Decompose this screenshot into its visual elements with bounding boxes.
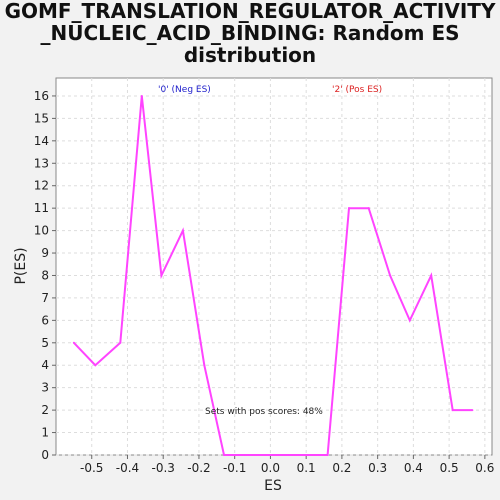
x-axis-title: ES — [264, 478, 282, 494]
data-point — [348, 207, 351, 210]
series-layer — [72, 94, 474, 456]
x-tick-label: 0.3 — [368, 461, 387, 475]
series-line — [73, 95, 473, 456]
plot-area — [55, 77, 493, 456]
data-point — [389, 274, 392, 277]
data-point — [203, 364, 206, 367]
x-tick-label: 0.6 — [475, 461, 494, 475]
y-tick-label: 2 — [41, 403, 49, 417]
y-tick-label: 3 — [41, 381, 49, 395]
y-tick-label: 1 — [41, 426, 49, 440]
data-point — [471, 409, 474, 412]
y-tick-label: 16 — [34, 89, 49, 103]
x-tick-label: 0.2 — [332, 461, 351, 475]
chart-title-line-1: GOMF_TRANSLATION_REGULATOR_ACTIVITY — [4, 0, 496, 23]
y-tick-label: 12 — [34, 179, 49, 193]
y-axis-title: P(ES) — [13, 247, 29, 284]
data-point — [264, 454, 267, 456]
y-tick-label: 14 — [34, 134, 49, 148]
y-tick-label: 10 — [34, 224, 49, 238]
data-point — [408, 319, 411, 322]
chart-title: GOMF_TRANSLATION_REGULATOR_ACTIVITY _NUC… — [0, 0, 500, 66]
y-tick-label: 0 — [41, 448, 49, 462]
data-point — [430, 274, 433, 277]
data-point — [94, 364, 97, 367]
y-tick-label: 9 — [41, 246, 49, 260]
data-point — [181, 229, 184, 232]
x-tick-label: 0.5 — [440, 461, 459, 475]
y-tick-label: 7 — [41, 291, 49, 305]
data-point — [222, 454, 225, 456]
y-tick-label: 11 — [34, 201, 49, 215]
data-point — [119, 341, 122, 344]
data-point — [160, 274, 163, 277]
data-point — [326, 454, 329, 456]
x-tick-label: -0.4 — [116, 461, 139, 475]
y-tick-label: 6 — [41, 313, 49, 327]
chart-title-line-3: distribution — [183, 43, 317, 67]
data-point — [244, 454, 247, 456]
x-tick-label: -0.5 — [80, 461, 103, 475]
x-tick-label: 0.1 — [297, 461, 316, 475]
data-point — [305, 454, 308, 456]
annotation-pos-es: '2' (Pos ES) — [332, 85, 382, 95]
data-point — [140, 94, 143, 97]
x-tick-label: -0.2 — [187, 461, 210, 475]
x-tick-label: 0.0 — [261, 461, 280, 475]
y-tick-label: 15 — [34, 111, 49, 125]
x-tick-label: -0.1 — [223, 461, 246, 475]
annotation-pos-scores: Sets with pos scores: 48% — [205, 407, 323, 417]
data-point — [285, 454, 288, 456]
chart-title-line-2: _NUCLEIC_ACID_BINDING: Random ES — [40, 21, 460, 45]
annotation-neg-es: '0' (Neg ES) — [158, 85, 211, 95]
y-tick-label: 13 — [34, 156, 49, 170]
x-tick-label: 0.4 — [404, 461, 423, 475]
data-point — [72, 341, 75, 344]
y-tick-label: 4 — [41, 358, 49, 372]
y-tick-label: 5 — [41, 336, 49, 350]
x-tick-label: -0.3 — [152, 461, 175, 475]
data-point — [451, 409, 454, 412]
y-tick-label: 8 — [41, 268, 49, 282]
data-point — [367, 207, 370, 210]
